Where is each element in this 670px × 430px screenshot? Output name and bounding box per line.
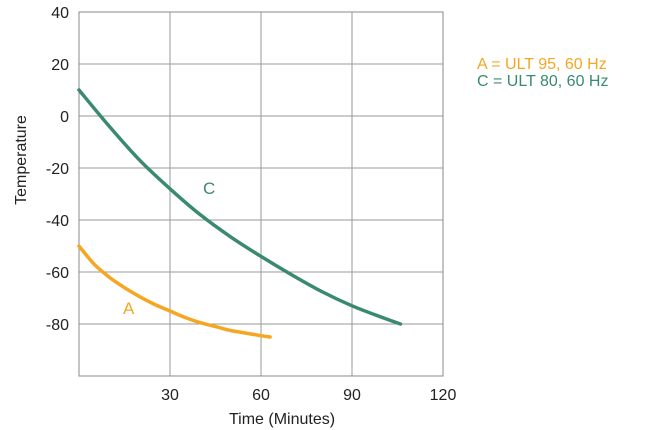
y-tick-label: -80	[46, 317, 69, 334]
y-axis-ticks: 40 20 0 -20 -40 -60 -80	[46, 5, 69, 334]
series-label-c: C	[203, 179, 215, 198]
y-tick-label: -60	[46, 265, 69, 282]
legend-entry-c: C = ULT 80, 60 Hz	[477, 73, 609, 90]
y-tick-label: -40	[46, 213, 69, 230]
y-tick-label: 0	[60, 109, 69, 126]
x-tick-label: 120	[430, 387, 457, 404]
y-tick-label: -20	[46, 161, 69, 178]
x-axis-label: Time (Minutes)	[229, 411, 335, 428]
series-lines	[77, 88, 403, 339]
x-axis-ticks: 30 60 90 120	[161, 387, 456, 404]
x-tick-label: 60	[252, 387, 270, 404]
x-tick-label: 30	[161, 387, 179, 404]
series-line-a	[77, 244, 272, 339]
series-line-c	[77, 88, 403, 326]
legend-entry-a: A = ULT 95, 60 Hz	[477, 56, 607, 73]
plot-frame	[78, 11, 444, 377]
y-tick-label: 40	[51, 5, 69, 22]
series-label-a: A	[123, 299, 135, 318]
y-axis-label: Temperature	[13, 115, 30, 205]
x-tick-label: 90	[343, 387, 361, 404]
y-tick-label: 20	[51, 57, 69, 74]
